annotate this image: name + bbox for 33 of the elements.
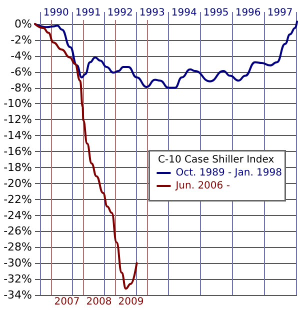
y-tick-label: -12% [4,113,32,126]
y-tick-label: -6% [10,65,32,78]
y-tick-label: -32% [4,272,32,286]
x2-tick-label: 1997 [267,8,293,18]
y-tick-label: -8% [10,81,32,94]
y-tick-label: -24% [4,208,32,222]
legend-label: Oct. 1989 - Jan. 1998 [176,168,282,178]
y-tick-label: -2% [10,33,32,46]
x2-tick-label: 1990 [43,8,69,18]
x-tick-label: 2008 [86,296,112,308]
y-tick-label: -20% [4,176,32,190]
legend-title: C-10 Case Shiller Index [158,154,274,166]
x-tick-label: 2009 [118,296,144,308]
y-tick-label: -4% [10,49,32,62]
y-tick-label: -22% [4,192,32,206]
x2-tick-label: 1994 [171,8,197,18]
y-tick-label: -30% [4,256,32,270]
y-tick-label: -28% [4,240,32,254]
y-tick-label: -14% [4,129,32,142]
x2-tick-label: 1991 [75,8,101,18]
y-tick-label: -34% [4,288,32,302]
y-tick-label: -18% [4,160,32,174]
x2-tick-label: 1996 [235,8,261,18]
line-series [34,22,138,290]
y-tick-label: -10% [4,97,32,110]
x-tick-label: 2007 [54,296,80,308]
y-tick-label: 0% [14,17,32,30]
y-tick-label: -16% [4,145,32,158]
y-tick-label: -26% [4,224,32,238]
x2-tick-label: 1995 [203,8,229,18]
legend-label: Jun. 2006 - [174,180,230,192]
x2-tick-label: 1993 [139,8,165,18]
x2-tick-label: 1992 [107,8,133,18]
